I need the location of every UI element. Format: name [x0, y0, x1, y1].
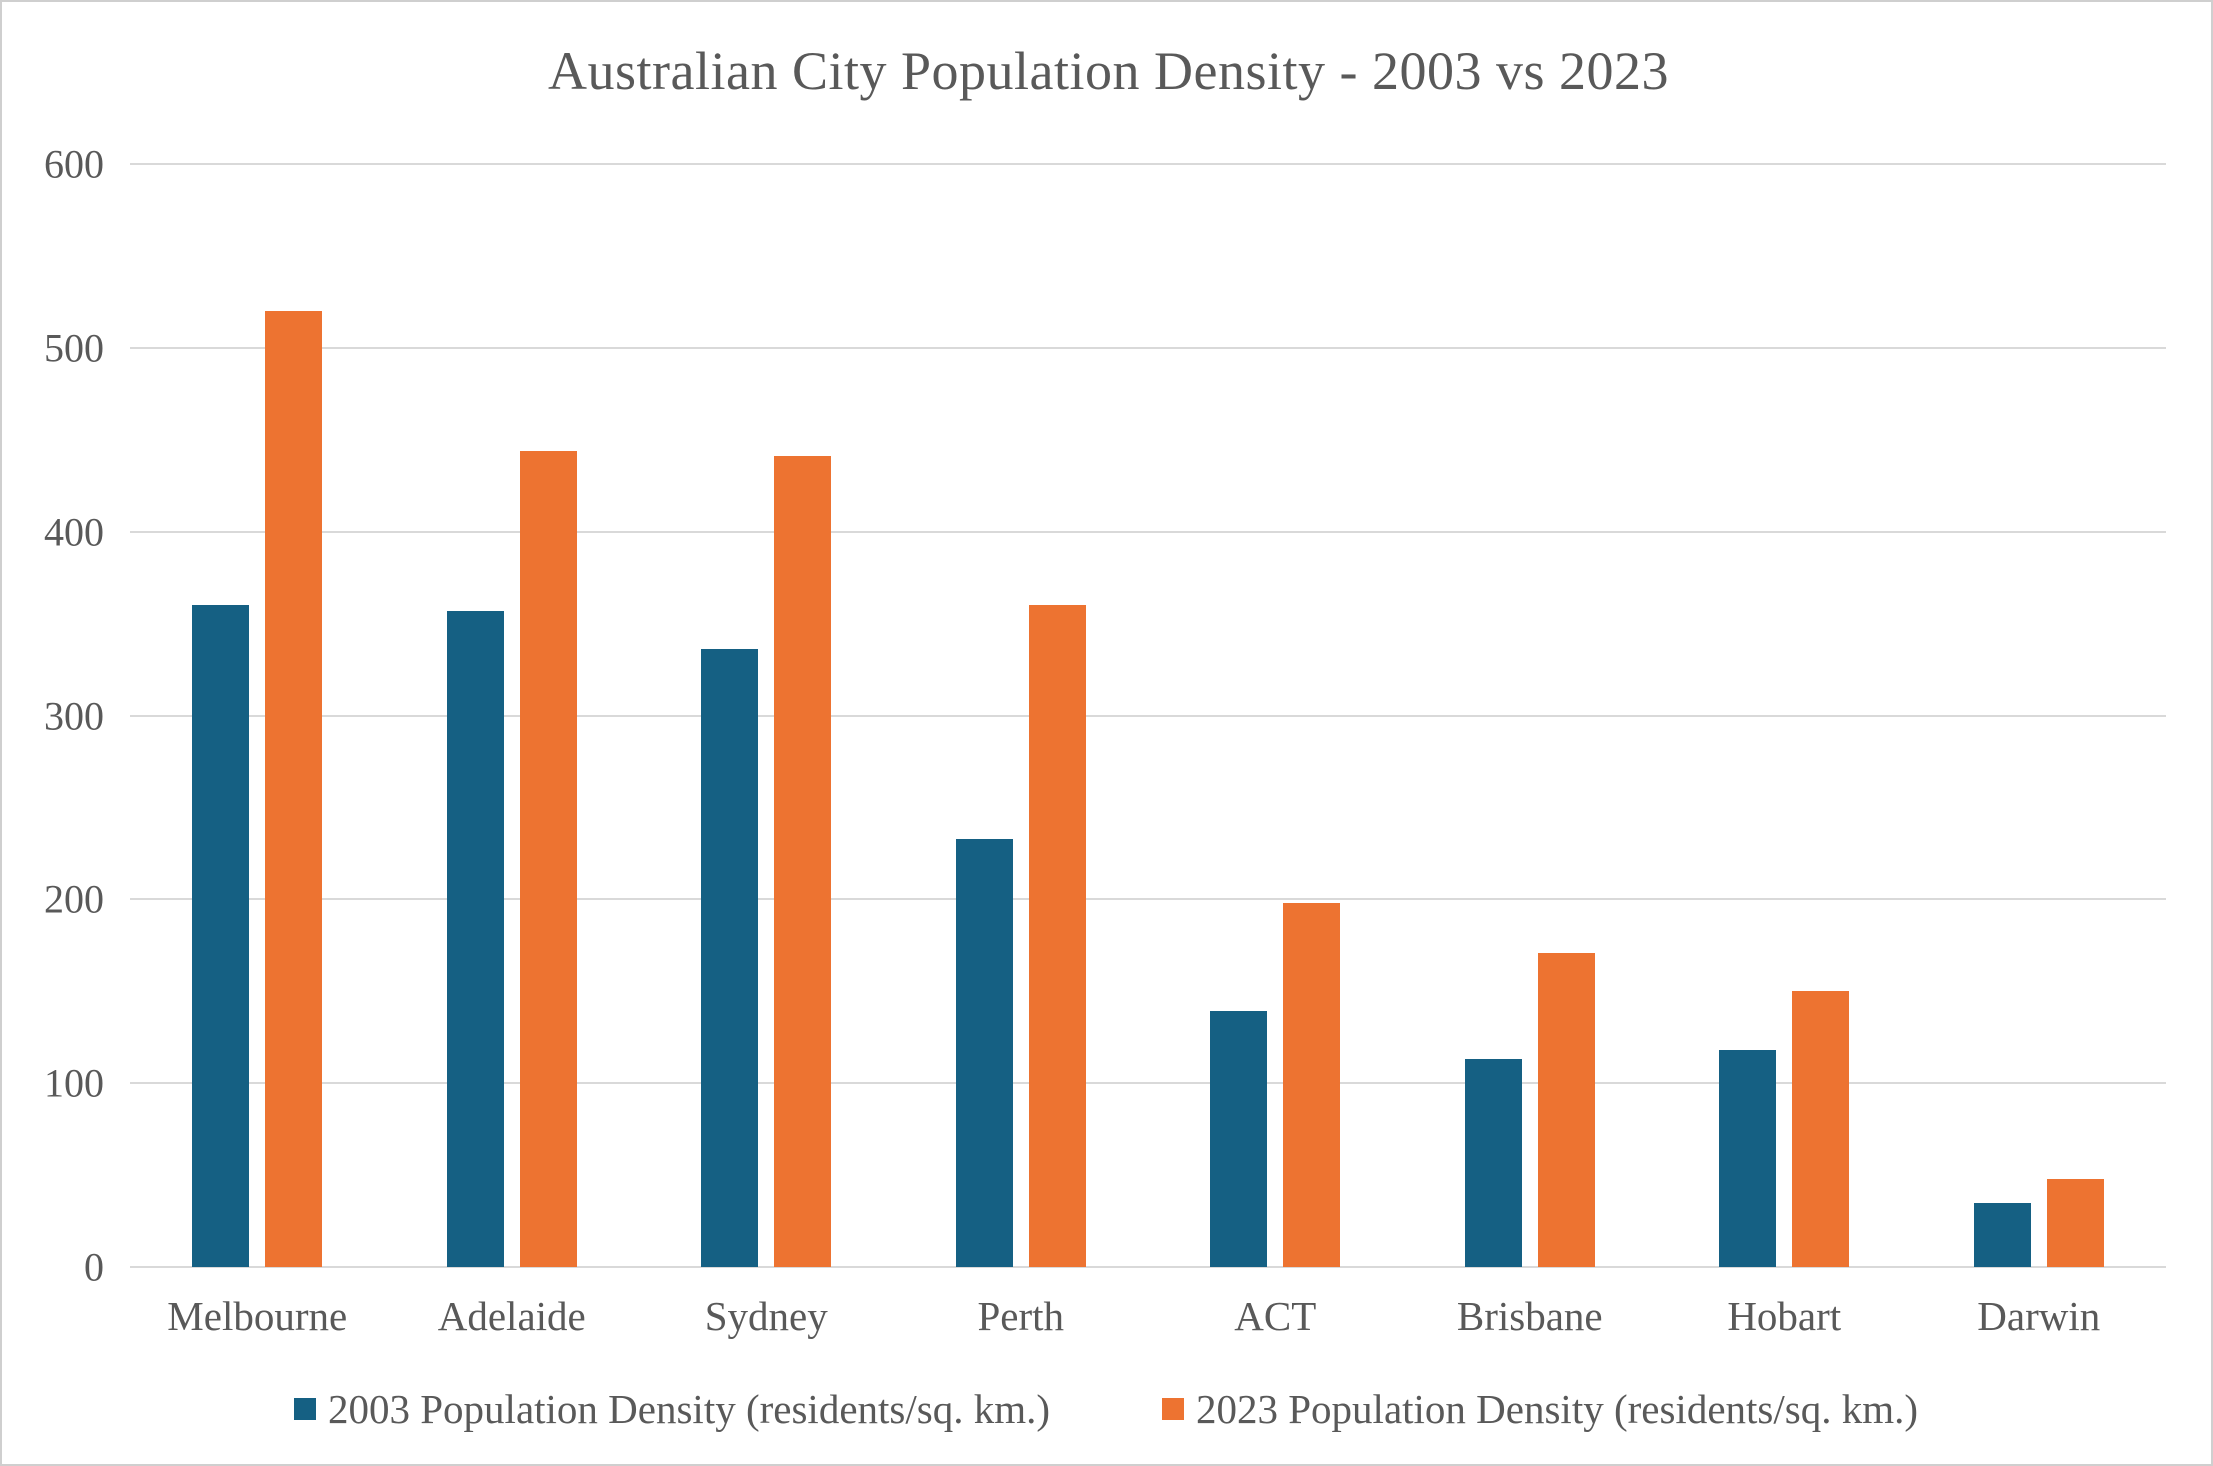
bar-2003-brisbane	[1464, 1059, 1522, 1267]
y-tick-label-300: 300	[44, 693, 104, 738]
bar-2003-sydney	[701, 649, 759, 1267]
gridline-100	[130, 1082, 2166, 1085]
y-tick-label-600: 600	[44, 141, 104, 187]
bar-2023-sydney	[774, 456, 832, 1267]
x-axis-label-act: ACT	[1234, 1293, 1317, 1339]
bar-2003-act	[1210, 1011, 1268, 1267]
x-axis-label-brisbane: Brisbane	[1456, 1293, 1603, 1339]
legend-swatch-2003-icon	[294, 1398, 316, 1420]
chart-title: Australian City Population Density - 200…	[548, 41, 1669, 101]
bar-2023-melbourne	[265, 311, 323, 1267]
x-axis-label-melbourne: Melbourne	[167, 1293, 348, 1339]
legend-swatch-2023-icon	[1162, 1398, 1184, 1420]
gridline-200	[130, 898, 2166, 901]
gridline-400	[130, 530, 2166, 533]
bar-2023-act	[1283, 903, 1341, 1267]
bar-2023-perth	[1028, 605, 1086, 1267]
y-tick-label-400: 400	[44, 509, 104, 555]
bar-2003-adelaide	[446, 610, 504, 1267]
y-tick-label-100: 100	[44, 1060, 104, 1106]
x-axis-label-adelaide: Adelaide	[437, 1293, 586, 1339]
legend-item-2003: 2003 Population Density (residents/sq. k…	[294, 1385, 1050, 1433]
gridline-0	[130, 1266, 2166, 1268]
legend-label-2023: 2023 Population Density (residents/sq. k…	[1196, 1386, 1919, 1432]
gridline-500	[130, 346, 2166, 349]
legend-item-2023: 2023 Population Density (residents/sq. k…	[1162, 1385, 1918, 1433]
bar-2003-perth	[955, 838, 1013, 1267]
bar-2003-melbourne	[192, 605, 250, 1267]
x-axis-label-perth: Perth	[977, 1293, 1065, 1339]
x-axis-label-sydney: Sydney	[704, 1293, 828, 1339]
y-tick-label-500: 500	[44, 325, 104, 371]
bar-2023-hobart	[1792, 991, 1850, 1267]
y-tick-label-200: 200	[44, 876, 104, 922]
x-axis-label-darwin: Darwin	[1977, 1293, 2101, 1339]
x-axis-label-hobart: Hobart	[1727, 1293, 1842, 1339]
bar-2003-darwin	[1973, 1202, 2031, 1267]
bar-2023-adelaide	[519, 450, 577, 1267]
gridline-300	[130, 714, 2166, 717]
bar-2023-darwin	[2046, 1178, 2104, 1267]
bar-2023-brisbane	[1537, 952, 1595, 1267]
bar-2003-hobart	[1719, 1050, 1777, 1267]
gridline-600	[130, 163, 2166, 165]
y-tick-label-0: 0	[84, 1244, 104, 1290]
legend-label-2003: 2003 Population Density (residents/sq. k…	[328, 1386, 1051, 1432]
